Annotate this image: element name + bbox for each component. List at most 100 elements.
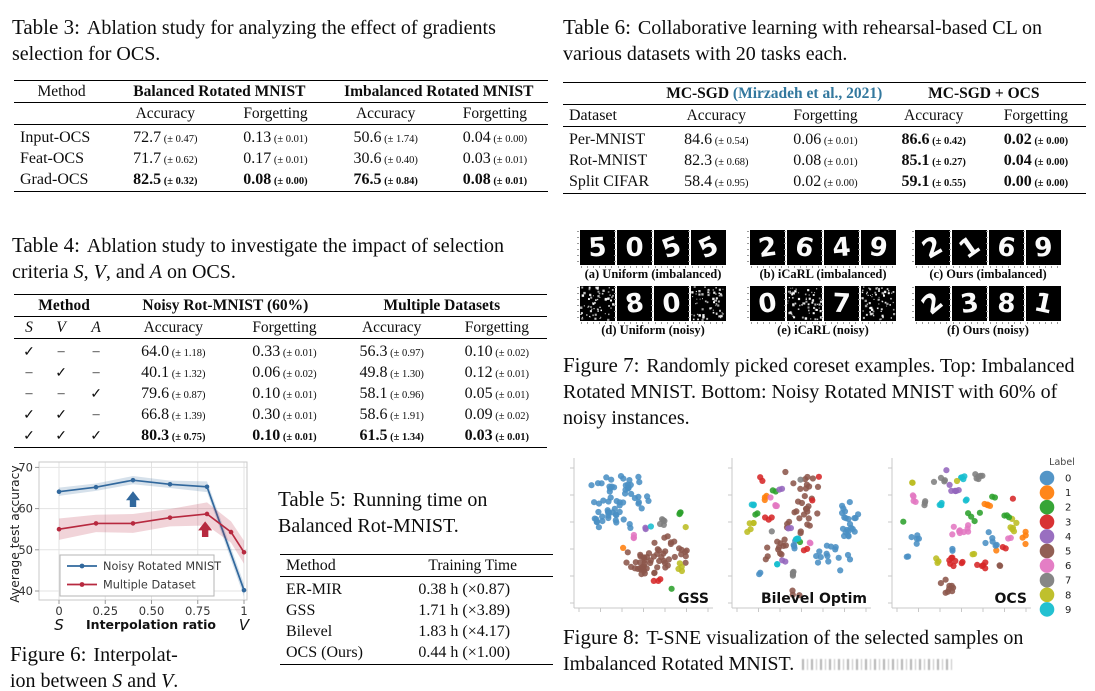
value-number: 0.30 xyxy=(252,406,281,423)
tsne-point xyxy=(636,479,643,486)
tsne-point xyxy=(777,540,784,547)
value-stddev: (± 0.62) xyxy=(161,155,198,166)
mnist-group: 5 0 5 5 (a) Uniform (imbalanced) xyxy=(577,230,726,281)
noise-dot xyxy=(580,313,582,315)
legend-swatch xyxy=(1039,543,1055,559)
table-cell: ✓ xyxy=(90,386,102,402)
noise-dot xyxy=(869,311,871,313)
tsne-point xyxy=(630,531,637,539)
value-stddev: (± 0.01) xyxy=(280,348,317,359)
noise-dot xyxy=(802,302,804,304)
tsne-point xyxy=(798,499,805,507)
data-point xyxy=(241,549,247,555)
noise-dot xyxy=(692,296,694,298)
subheader-cell: Forgetting xyxy=(232,316,337,339)
noise-dot xyxy=(611,296,613,299)
tsne-point xyxy=(650,577,657,584)
noise-dot xyxy=(869,302,871,304)
noise-dot xyxy=(863,286,865,288)
noise-dot xyxy=(867,294,869,296)
tsne-point xyxy=(781,536,788,543)
tsne-point xyxy=(599,513,606,520)
group-header-cell xyxy=(563,82,664,105)
tsne-point xyxy=(912,498,919,505)
table-cell: 82.3 (± 0.68) xyxy=(663,151,769,172)
table-row: Feat-OCS 71.7 (± 0.62) 0.17 (± 0.01) 30.6 (… xyxy=(14,149,548,170)
tsne-point xyxy=(921,502,928,509)
caption-text: V xyxy=(161,670,174,691)
value-number: 0.17 xyxy=(243,150,272,167)
noise-dot xyxy=(873,298,875,300)
x-axis-label: Interpolation ratio xyxy=(86,617,216,632)
tsne-point xyxy=(665,556,672,563)
value-stddev: (± 0.96) xyxy=(387,390,424,401)
table-cell: 0.30 (± 0.01) xyxy=(232,405,336,426)
tsne-point xyxy=(607,494,614,501)
digit-glyph: 9 xyxy=(1033,231,1054,264)
legend-entry-label: 8 xyxy=(1065,590,1071,601)
tsne-point xyxy=(809,497,816,504)
tsne-point xyxy=(953,477,961,485)
noise-dot xyxy=(599,306,601,308)
legend-swatch xyxy=(1039,470,1055,486)
tsne-point xyxy=(986,502,994,509)
noise-dot xyxy=(580,312,583,315)
noise-dot xyxy=(595,287,598,290)
table-subheader-row: S V A Accuracy Forgetting Accuracy Forgetting xyxy=(14,316,547,339)
x-tick-label: 0 xyxy=(55,604,62,618)
noise-dot xyxy=(886,302,889,305)
mnist-image: 1 xyxy=(949,230,987,268)
tsne-point xyxy=(996,562,1003,569)
noise-dot xyxy=(592,302,594,304)
mnist-image: 5 xyxy=(688,230,726,268)
tsne-point xyxy=(651,569,658,576)
tsne-point xyxy=(676,560,683,567)
table-cell: 58.4 (± 0.95) xyxy=(663,171,770,194)
tsne-point xyxy=(782,542,789,549)
noise-dot xyxy=(712,297,715,301)
tsne-point xyxy=(937,580,944,587)
citation-link[interactable]: (Mirzadeh et al., 2021) xyxy=(732,84,882,102)
table-cell: 56.3 (± 0.97) xyxy=(337,339,447,363)
table6-collaborative-learning: MC-SGD (Mirzadeh et al., 2021) MC-SGD + O… xyxy=(563,82,1086,194)
data-point xyxy=(56,489,62,495)
noise-dot xyxy=(592,295,594,297)
noise-dot xyxy=(880,318,882,320)
legend-entry-label: 4 xyxy=(1065,532,1071,543)
value-number: 79.6 xyxy=(141,385,170,402)
noise-dot xyxy=(892,301,894,304)
tsne-point xyxy=(647,523,654,530)
table-cell: 66.8 (± 1.39) xyxy=(114,405,232,426)
noise-dot xyxy=(589,310,592,313)
subheader-cell: Forgetting xyxy=(221,102,330,125)
tsne-point xyxy=(599,518,606,525)
tsne-point xyxy=(655,577,662,584)
mnist-group-label: (a) Uniform (imbalanced) xyxy=(584,267,722,281)
noise-dot xyxy=(594,313,597,316)
noise-dot xyxy=(811,301,814,304)
tsne-point xyxy=(903,553,910,560)
value-stddev: (± 0.00) xyxy=(1031,157,1069,168)
noise-dot xyxy=(799,304,801,307)
tsne-point xyxy=(946,582,953,589)
noise-dot xyxy=(718,288,721,291)
mnist-image: 0 xyxy=(651,286,689,324)
noise-dot xyxy=(812,312,815,315)
tsne-point xyxy=(638,505,645,512)
noise-dot xyxy=(883,294,885,297)
tsne-point xyxy=(982,539,989,547)
noise-dot xyxy=(595,286,597,288)
tsne-point xyxy=(956,528,963,535)
value-number: 61.5 xyxy=(359,427,388,444)
tsne-point xyxy=(796,515,803,522)
data-point xyxy=(93,521,99,526)
tsne-point xyxy=(617,473,625,480)
table-cell: 0.12 (± 0.01) xyxy=(447,363,547,384)
tsne-point xyxy=(800,547,807,554)
tsne-point xyxy=(942,589,949,596)
value-stddev: (± 0.95) xyxy=(712,178,749,189)
value-number: 84.6 xyxy=(684,131,713,148)
data-point xyxy=(130,521,136,526)
caption-label: Table 6: xyxy=(563,15,631,39)
